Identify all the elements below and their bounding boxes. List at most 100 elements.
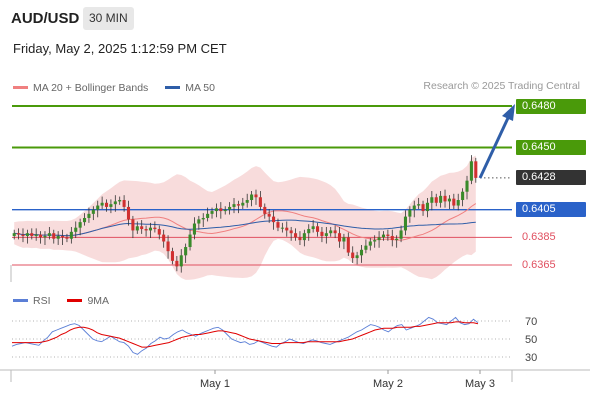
candle-body: [461, 191, 465, 201]
time-axis: May 1 May 2 May 3: [0, 265, 590, 390]
candle-body: [390, 235, 394, 241]
ma50-swatch: [165, 86, 181, 89]
ma50-line: [14, 219, 476, 237]
price-tag-s2: 0.6365: [522, 258, 556, 271]
candle-body: [320, 231, 324, 236]
candle-body: [474, 161, 478, 178]
legend-rsi: RSI: [13, 295, 51, 307]
candle-body: [74, 227, 78, 232]
candle-body: [421, 204, 425, 212]
rsi-tick-label: 50: [525, 334, 537, 346]
candle-body: [359, 249, 364, 256]
rsi-legend: RSI 9MA: [13, 293, 123, 307]
candle-body: [408, 209, 412, 217]
candle-body: [373, 240, 377, 242]
candle-body: [69, 231, 73, 239]
candle-body: [122, 200, 126, 207]
candle-body: [434, 197, 438, 203]
candle-body: [412, 205, 416, 210]
candle-body: [272, 216, 276, 223]
candle-body: [104, 202, 109, 207]
candle-body: [39, 234, 43, 238]
candle-body: [131, 219, 135, 231]
candle-body: [96, 205, 100, 210]
candle-body: [302, 233, 306, 241]
candle-body: [87, 213, 91, 218]
candle-body: [61, 235, 65, 238]
candle-body: [307, 229, 311, 234]
candle-body: [439, 195, 443, 203]
candle-body: [109, 204, 113, 207]
candle-body: [280, 227, 284, 229]
price-tag-r2: 0.6480: [516, 98, 586, 114]
candle-body: [232, 204, 236, 207]
candle-body: [447, 198, 451, 202]
candle-body: [30, 233, 34, 236]
candle-body: [346, 237, 350, 253]
rsi-tick-label: 70: [525, 316, 537, 328]
candle-body: [47, 233, 51, 236]
candle-body: [148, 227, 153, 231]
candle-body: [157, 229, 161, 235]
candle-body: [285, 227, 289, 231]
price-tag-pivot: 0.6405: [516, 202, 586, 218]
moving-averages: [14, 203, 477, 241]
candle-body: [333, 230, 337, 234]
candle-body: [166, 241, 170, 252]
timeframe-badge[interactable]: 30 MIN: [83, 7, 134, 30]
rsi-line: [11, 316, 479, 355]
candle-body: [223, 209, 227, 212]
candle-body: [395, 238, 399, 241]
candle-body: [188, 234, 192, 248]
candle-body: [315, 226, 320, 232]
candle-body: [254, 194, 258, 198]
candle-body: [236, 204, 240, 206]
price-tag-r1: 0.6450: [516, 139, 586, 155]
candle-body: [144, 229, 148, 231]
candle-body: [214, 208, 218, 212]
price-tag-s1: 0.6385: [522, 230, 556, 243]
ma9-swatch: [67, 299, 83, 302]
ma20-swatch: [13, 86, 28, 89]
candle-body: [52, 233, 56, 239]
rsi-panel: 70 50 30: [11, 316, 537, 364]
candle-body: [465, 180, 469, 192]
candle-body: [25, 233, 29, 236]
candle-body: [337, 233, 342, 242]
candle-body: [65, 237, 69, 239]
candle-body: [201, 217, 205, 220]
time-tick-label: May 3: [465, 378, 495, 390]
candle-body: [219, 208, 223, 212]
candle-body: [263, 206, 267, 214]
candle-body: [443, 195, 447, 202]
legend-ma20-label: MA 20 + Bollinger Bands: [33, 81, 149, 94]
candle-body: [250, 194, 254, 201]
candle-body: [258, 197, 262, 207]
candle-body: [430, 197, 434, 203]
candle-body: [351, 252, 355, 259]
candle-body: [245, 200, 249, 203]
candle-body: [298, 237, 302, 241]
bollinger-band-area: [14, 155, 476, 280]
candle-body: [162, 234, 166, 242]
time-tick-label: May 1: [200, 378, 230, 390]
candle-body: [324, 233, 328, 236]
candle-body: [386, 234, 390, 236]
candle-body: [100, 202, 104, 206]
legend-ma9: 9MA: [67, 295, 109, 307]
candle-body: [56, 235, 60, 239]
candle-body: [17, 233, 21, 235]
symbol-title: AUD/USD: [11, 10, 80, 27]
bollinger-band: [14, 155, 476, 280]
candle-body: [403, 216, 408, 231]
candle-body: [184, 247, 188, 256]
price-legend: MA 20 + Bollinger Bands MA 50: [13, 80, 229, 94]
candle-body: [355, 255, 359, 259]
research-credit: Research © 2025 Trading Central: [423, 80, 580, 92]
candle-body: [425, 202, 429, 212]
chart-header: AUD/USD 30 MIN: [0, 0, 590, 36]
candle-body: [417, 204, 421, 206]
candle-body: [43, 235, 47, 238]
legend-ma50-label: MA 50: [185, 81, 215, 94]
